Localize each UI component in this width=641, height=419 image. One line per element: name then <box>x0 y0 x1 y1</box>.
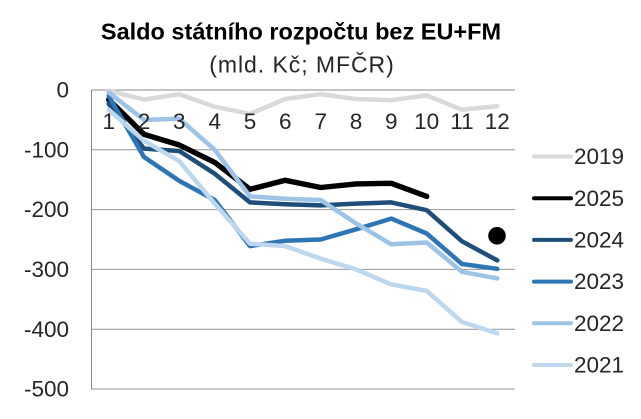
svg-text:2023: 2023 <box>574 269 624 294</box>
svg-text:0: 0 <box>56 78 69 103</box>
svg-text:(mld. Kč; MFČR): (mld. Kč; MFČR) <box>209 51 394 78</box>
svg-text:3: 3 <box>173 109 186 134</box>
svg-text:2025: 2025 <box>574 186 624 211</box>
svg-text:-200: -200 <box>24 197 69 222</box>
svg-text:12: 12 <box>485 109 510 134</box>
svg-text:-100: -100 <box>24 137 69 162</box>
svg-text:-400: -400 <box>24 317 69 342</box>
svg-text:11: 11 <box>450 109 473 134</box>
svg-text:9: 9 <box>385 109 398 134</box>
svg-text:Saldo státního rozpočtu bez EU: Saldo státního rozpočtu bez EU+FM <box>101 19 501 45</box>
svg-text:6: 6 <box>279 109 292 134</box>
svg-text:2022: 2022 <box>574 311 624 336</box>
svg-text:8: 8 <box>350 109 363 134</box>
svg-text:5: 5 <box>244 109 257 134</box>
svg-text:1: 1 <box>102 109 115 134</box>
svg-text:2: 2 <box>138 109 151 134</box>
svg-text:2021: 2021 <box>574 353 624 378</box>
svg-text:4: 4 <box>208 109 221 134</box>
svg-text:7: 7 <box>314 109 327 134</box>
svg-text:2019: 2019 <box>574 144 624 169</box>
svg-text:-300: -300 <box>24 257 69 282</box>
svg-text:2024: 2024 <box>574 228 624 253</box>
svg-text:10: 10 <box>414 109 439 134</box>
svg-text:-500: -500 <box>24 377 69 402</box>
